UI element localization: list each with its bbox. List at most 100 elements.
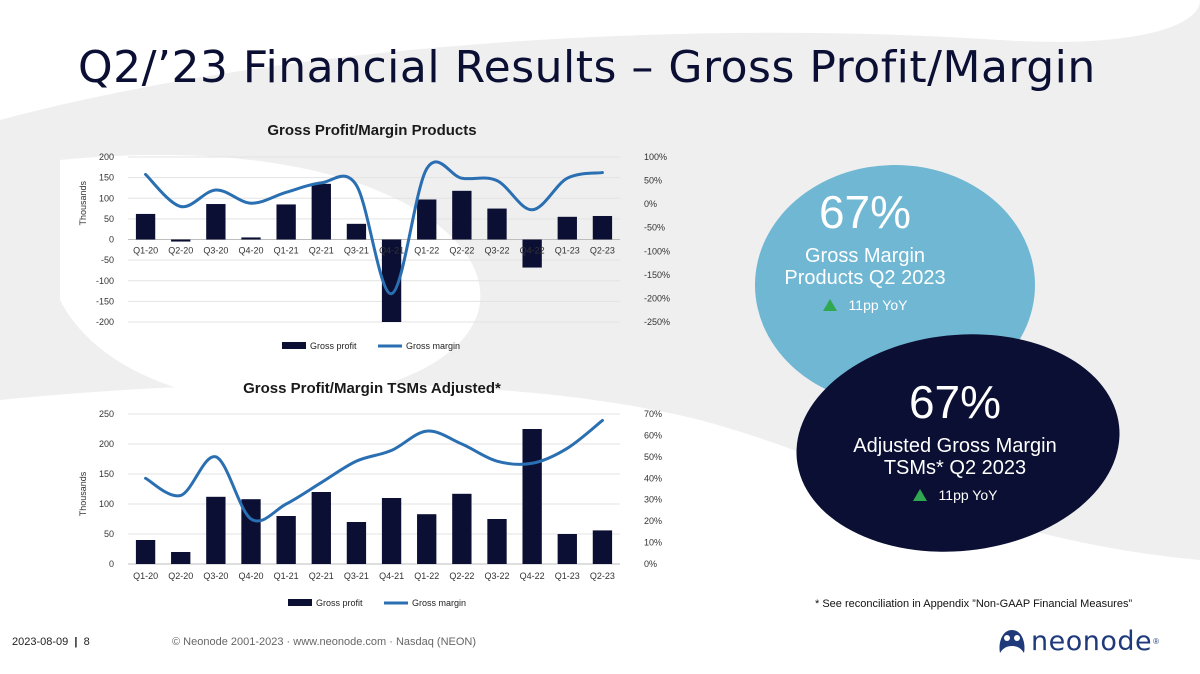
logo-registered-mark: ® [1153,636,1160,646]
bar [171,239,191,242]
y-tick-label: -50 [101,255,114,265]
footer-date: 2023-08-09 [12,636,69,648]
y-tick-label: 200 [99,439,114,449]
kpi-tsms-value: 67% [908,376,1002,428]
x-tick-label: Q3-21 [344,246,369,256]
y2-tick-label: 60% [644,430,662,440]
bar [135,540,156,564]
legend-label: Gross margin [406,341,460,351]
bar [135,213,156,240]
bar [487,519,507,564]
logo-text: neonode [1031,625,1153,657]
x-tick-label: Q1-22 [414,246,439,256]
gross-margin-line [144,160,604,296]
kpi-products: 67% Gross Margin Products Q2 2023 11pp Y… [760,185,970,313]
y2-tick-label: 10% [644,538,662,548]
x-tick-label: Q4-21 [379,571,404,581]
bar [381,239,402,322]
y-tick-label: -100 [96,276,114,286]
y-tick-label: 50 [104,529,114,539]
bar [346,522,367,564]
y-axis-title: Thousands [78,180,88,225]
y2-tick-label: 50% [644,176,662,186]
bar [452,493,472,564]
bar [592,215,613,240]
y2-tick-label: 50% [644,452,662,462]
bar [206,204,226,240]
x-tick-label: Q2-21 [309,246,334,256]
y-tick-label: 150 [99,173,114,183]
footnote: * See reconciliation in Appendix ”Non-GA… [815,598,1133,610]
chart-products-svg: Gross Profit/Margin Products 200 150 100 50… [78,122,670,351]
x-tick-label: Q1-23 [555,571,580,581]
y2-tick-label: -250% [644,317,670,327]
chart-title: Gross Profit/Margin Products [267,122,476,139]
bar [276,516,296,564]
x-tick-label: Q4-22 [520,246,545,256]
bar [417,199,437,240]
kpi-products-value: 67% [818,186,912,238]
x-tick-label: Q1-20 [133,571,158,581]
x-tick-label: Q2-21 [309,571,334,581]
page-title: Q2/’23 Financial Results – Gross Profit/… [78,42,1096,93]
bar [557,216,577,240]
y2-tick-label: 20% [644,516,662,526]
bar [487,208,507,240]
y-tick-label: 250 [99,409,114,419]
x-tick-label: Q1-21 [274,571,299,581]
y-tick-label: 150 [99,469,114,479]
y2-tick-label: -50% [644,223,665,233]
bar [311,492,331,564]
up-arrow-icon [822,299,837,311]
kpi-tsms-yoy-text: 11pp YoY [938,487,998,503]
y2-tick-label: -150% [644,270,670,280]
y-tick-label: 100 [99,193,114,203]
y2-tick-label: 30% [644,495,662,505]
kpi-products-yoy-text: 11pp YoY [848,297,908,313]
x-tick-label: Q1-20 [133,246,158,256]
x-tick-label: Q4-20 [238,246,263,256]
kpi-products-label-2: Products Q2 2023 [784,267,946,289]
y-tick-label: -200 [96,317,114,327]
y-tick-label: 0 [109,235,114,245]
bar [276,204,296,240]
bar [346,223,367,240]
x-tick-label: Q3-22 [484,246,509,256]
y-tick-label: -150 [96,296,114,306]
bar [592,530,613,564]
bar [311,183,331,240]
y2-tick-label: 0% [644,559,657,569]
up-arrow-icon [912,489,927,501]
x-tick-label: Q1-22 [414,571,439,581]
chart-tsms: Gross Profit/Margin TSMs Adjusted* 250 20… [70,372,670,617]
x-tick-label: Q3-22 [484,571,509,581]
x-tick-label: Q2-23 [590,246,615,256]
bar [171,552,191,564]
x-tick-label: Q3-20 [203,246,228,256]
y2-tick-label: 70% [644,409,662,419]
x-tick-label: Q2-22 [449,571,474,581]
y2-tick-label: -200% [644,293,670,303]
chart-title: Gross Profit/Margin TSMs Adjusted* [243,380,501,397]
y-tick-label: 50 [104,214,114,224]
chart-products: Gross Profit/Margin Products 200 150 100 50… [70,115,670,360]
y2-tick-label: -100% [644,246,670,256]
y-tick-label: 200 [99,152,114,162]
legend-swatch-bar [282,342,306,349]
footer-copyright: © Neonode 2001-2023 · www.neonode.com · … [172,636,477,648]
x-tick-label: Q1-21 [274,246,299,256]
kpi-products-label-1: Gross Margin [804,245,926,267]
bar [206,496,226,564]
kpi-products-yoy: 11pp YoY [760,297,970,313]
bar [417,514,437,564]
legend-label: Gross margin [412,598,466,608]
kpi-tsms-label-1: Adjusted Gross Margin [853,435,1057,457]
x-tick-label: Q1-23 [555,246,580,256]
neonode-logo-icon [999,630,1025,653]
neonode-logo: neonode ® [997,625,1160,657]
bar [241,237,261,240]
legend-label: Gross profit [310,341,357,351]
legend-label: Gross profit [316,598,363,608]
bar [522,239,542,268]
legend-swatch-bar [288,599,312,606]
